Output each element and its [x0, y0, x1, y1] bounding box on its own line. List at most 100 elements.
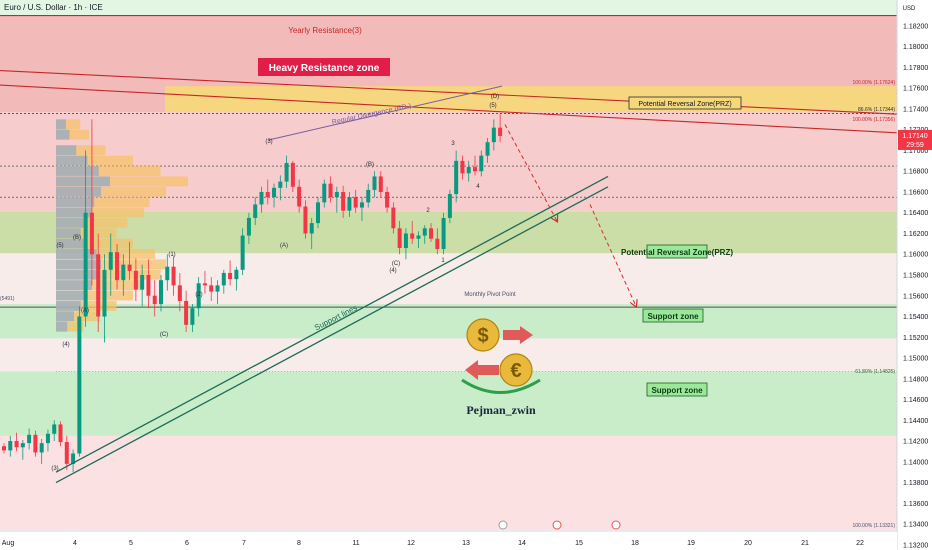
candle-body — [89, 212, 94, 255]
wave-label-4: (B) — [73, 235, 81, 241]
candle-body — [190, 308, 195, 325]
candle-body — [33, 434, 38, 453]
price-tick: 1.17600 — [903, 86, 928, 93]
candle-body — [177, 285, 182, 301]
candle-body — [20, 443, 25, 448]
heavy-resistance-label: Heavy Resistance zone — [269, 63, 380, 74]
wave-label-17: (C) — [392, 261, 400, 267]
vp-bar-7 — [56, 197, 150, 208]
vp-buy-bar-11 — [56, 238, 88, 249]
vp-bar-11 — [56, 238, 133, 249]
vp-buy-bar-12 — [56, 249, 97, 259]
price-axis-bg — [897, 0, 932, 550]
wave-label-13: 3 — [451, 141, 455, 147]
price-tick: 1.16600 — [903, 189, 928, 196]
support-label-0: Potential Reversal Zone(PRZ) — [621, 248, 733, 257]
fib-100-low-label: 100.00% (1.13321) — [852, 523, 895, 529]
wave-label-15: (A) — [280, 243, 288, 249]
time-tick: 18 — [631, 540, 639, 547]
vp-bar-12 — [56, 249, 155, 259]
zone-2 — [0, 211, 897, 254]
support-label-2: Support zone — [651, 386, 703, 395]
candle-body — [454, 160, 459, 195]
wave-label-16: (B) — [366, 162, 374, 168]
candle-body — [297, 186, 302, 207]
wave-label-5: (C) — [160, 332, 168, 338]
vp-bar-1 — [56, 129, 89, 140]
candle-body — [322, 183, 327, 203]
candle-body — [316, 202, 320, 224]
candle-body — [410, 233, 415, 239]
fib-100-mid-label: 100.00% (1.17356) — [852, 117, 895, 123]
zone-3 — [0, 304, 897, 339]
vp-bar-5 — [56, 176, 188, 187]
candle-body — [146, 275, 151, 296]
support-line-lower — [55, 186, 609, 484]
candle-body — [309, 223, 314, 234]
candle-body — [422, 228, 427, 236]
price-tick: 1.15200 — [903, 335, 928, 342]
candle-body — [71, 453, 76, 464]
vp-buy-bar-19 — [56, 321, 68, 332]
candle-body — [58, 424, 63, 443]
candle-body — [121, 264, 126, 281]
vp-buy-bar-10 — [56, 228, 81, 239]
candle-body — [429, 228, 434, 239]
price-tick: 1.15000 — [903, 356, 928, 363]
zone-4 — [0, 371, 897, 436]
support-line-upper — [55, 175, 609, 473]
dollar-coin-icon — [466, 318, 500, 352]
time-axis: Aug 4 5 6 7 8 11 12 13 14 15 18 19 20 21 22 — [0, 520, 897, 550]
vp-buy-bar-13 — [56, 259, 101, 270]
vp-buy-bar-5 — [56, 176, 110, 187]
candle-body — [165, 266, 170, 281]
time-tick: 5 — [129, 540, 133, 547]
vp-buy-bar-7 — [56, 197, 95, 208]
vp-buy-bar-17 — [56, 300, 81, 311]
candle-body — [491, 127, 496, 143]
vp-bar-0 — [56, 119, 81, 130]
candle-body — [341, 191, 346, 211]
price-tick: 1.16800 — [903, 169, 928, 176]
upper-green-region — [0, 0, 897, 16]
candle-body — [77, 316, 82, 454]
support-label-1: Support zone — [647, 312, 699, 321]
price-tick: 1.16000 — [903, 252, 928, 259]
candle-body — [397, 228, 402, 249]
price-tick: 1.15600 — [903, 293, 928, 300]
price-tick: 1.13600 — [903, 501, 928, 508]
candle-body — [328, 183, 333, 198]
time-tick: 20 — [744, 540, 752, 547]
vp-buy-bar-1 — [56, 129, 70, 140]
left-arrow-icon — [465, 360, 499, 380]
candle-body — [334, 191, 339, 198]
vp-bar-4 — [56, 166, 161, 176]
candle-body — [140, 275, 145, 290]
divergence-line — [267, 85, 503, 141]
candle-body — [14, 441, 19, 448]
time-tick: 6 — [185, 540, 189, 547]
candle-body — [284, 162, 289, 182]
fib-100-top-label: 100.00% (1.17624) — [852, 80, 895, 86]
vp-buy-bar-14 — [56, 269, 99, 280]
vp-bar-14 — [56, 269, 161, 280]
heavy-resistance-badge — [258, 58, 390, 76]
price-tick: 1.14800 — [903, 376, 928, 383]
candle-body — [366, 189, 371, 203]
wave-label-7: (2) — [195, 292, 202, 298]
time-tick: 21 — [801, 540, 809, 547]
forecast-arrow-2 — [589, 204, 636, 306]
vp-bar-8 — [56, 207, 144, 218]
price-tick: 1.15800 — [903, 273, 928, 280]
candle-body — [64, 442, 69, 464]
logo-swoosh-icon — [461, 378, 541, 394]
candle-body — [485, 142, 490, 156]
price-tick: 1.14200 — [903, 439, 928, 446]
price-tick: 1.18000 — [903, 44, 928, 51]
candle-body — [359, 202, 364, 208]
drawings-layer — [0, 70, 898, 484]
candle-body — [435, 238, 440, 250]
candle-body — [115, 252, 120, 281]
candle-body — [8, 441, 13, 451]
